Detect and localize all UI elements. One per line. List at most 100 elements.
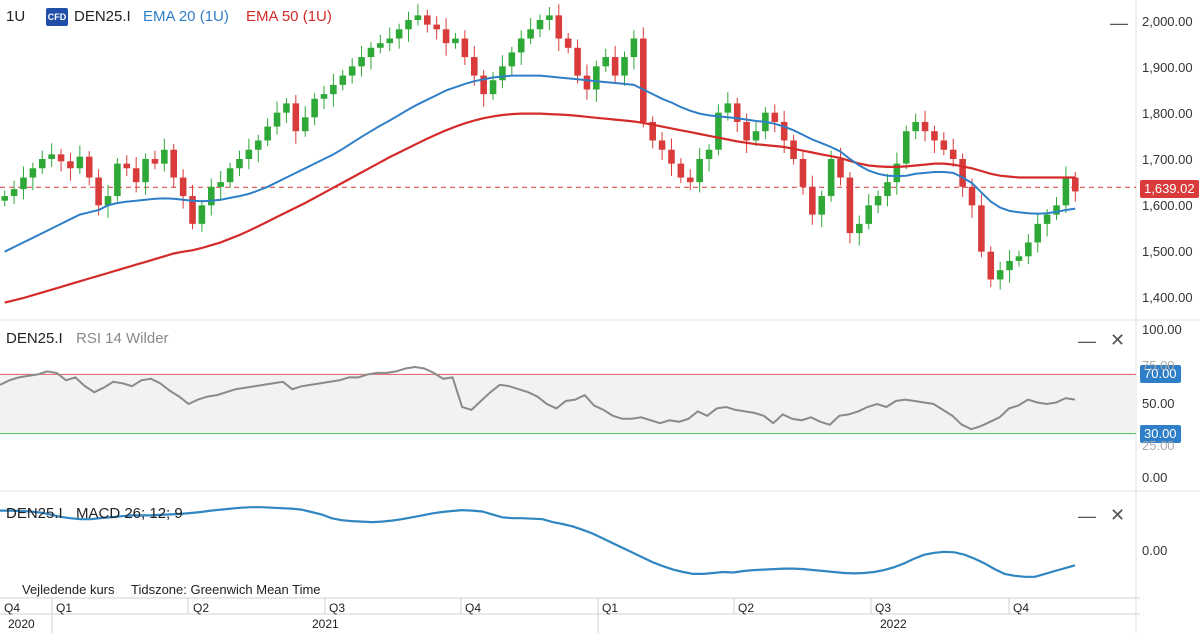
candle-body bbox=[339, 75, 347, 85]
macd-close-icon[interactable]: ✕ bbox=[1110, 505, 1126, 525]
candle-body bbox=[208, 186, 215, 206]
candle-body bbox=[893, 163, 901, 183]
interval-label[interactable]: 1U bbox=[6, 8, 26, 25]
candle-body bbox=[517, 38, 525, 53]
candle-body bbox=[827, 159, 835, 197]
candle-body bbox=[574, 47, 581, 76]
rsi-tick: 0.00 bbox=[1142, 470, 1168, 485]
quarter-label: Q4 bbox=[465, 601, 482, 615]
candle-body bbox=[536, 20, 544, 30]
candle-body bbox=[621, 57, 628, 76]
candle-body bbox=[508, 52, 516, 67]
candle-body bbox=[245, 149, 253, 159]
macd-minimize-icon[interactable]: — bbox=[1078, 506, 1096, 526]
candle-body bbox=[10, 189, 18, 197]
candle-body bbox=[677, 163, 685, 178]
price-tick: 1,400.00 bbox=[1142, 290, 1193, 305]
candle-body bbox=[668, 149, 675, 164]
price-tick: 2,000.00 bbox=[1142, 14, 1193, 29]
candle-body bbox=[630, 38, 638, 58]
price-tick: 1,700.00 bbox=[1142, 152, 1193, 167]
candle-body bbox=[395, 29, 403, 39]
candle-body bbox=[123, 163, 131, 169]
candle-body bbox=[640, 38, 647, 122]
candle-body bbox=[489, 80, 497, 95]
candle-body bbox=[386, 38, 394, 44]
candle-body bbox=[367, 47, 375, 58]
rsi-tick: 25.00 bbox=[1142, 438, 1175, 453]
candle-body bbox=[649, 121, 656, 141]
candle-body bbox=[996, 270, 1004, 280]
rsi-close-icon[interactable]: ✕ bbox=[1110, 330, 1126, 350]
candle-body bbox=[264, 126, 271, 141]
candle-body bbox=[67, 161, 74, 169]
rsi-band bbox=[0, 374, 1136, 434]
candle-body bbox=[865, 205, 872, 224]
candle-body bbox=[959, 159, 966, 187]
rsi-indicator-label[interactable]: RSI 14 Wilder bbox=[76, 330, 169, 347]
candle-body bbox=[85, 156, 93, 178]
candle-body bbox=[499, 66, 506, 81]
candle-body bbox=[1072, 177, 1079, 192]
candle-body bbox=[583, 75, 591, 90]
year-label: 2020 bbox=[8, 617, 35, 631]
candle-body bbox=[1006, 260, 1013, 271]
candle-body bbox=[29, 168, 37, 178]
ema20-legend[interactable]: EMA 20 (1U) bbox=[143, 8, 229, 25]
candle-body bbox=[470, 57, 478, 76]
ema20-line bbox=[4, 74, 1076, 253]
candle-body bbox=[414, 15, 422, 20]
quarter-label: Q4 bbox=[4, 601, 21, 615]
candle-body bbox=[846, 177, 854, 234]
rsi-minimize-icon[interactable]: — bbox=[1078, 331, 1096, 351]
candle-body bbox=[884, 182, 891, 197]
price-tick: 1,500.00 bbox=[1142, 244, 1193, 259]
candle-body bbox=[555, 15, 563, 39]
candle-body bbox=[283, 103, 290, 113]
ema50-line bbox=[4, 112, 1076, 304]
timezone-label[interactable]: Tidszone: Greenwich Mean Time bbox=[131, 582, 321, 597]
rsi-instrument-label[interactable]: DEN25.I bbox=[6, 330, 63, 347]
candle-body bbox=[1053, 205, 1060, 215]
candle-body bbox=[1062, 177, 1070, 206]
candle-body bbox=[433, 24, 440, 30]
candle-body bbox=[377, 43, 384, 48]
macd-indicator-label[interactable]: MACD 26; 12; 9 bbox=[76, 505, 183, 522]
cfd-badge-icon: CFD bbox=[46, 8, 68, 26]
quarter-label: Q1 bbox=[602, 601, 619, 615]
ema50-legend[interactable]: EMA 50 (1U) bbox=[246, 8, 332, 25]
candle-body bbox=[837, 159, 844, 178]
instrument-label[interactable]: DEN25.I bbox=[74, 8, 131, 25]
candle-body bbox=[189, 196, 196, 224]
candle-body bbox=[330, 84, 337, 95]
candle-body bbox=[902, 131, 910, 164]
candle-body bbox=[527, 29, 534, 39]
rsi-lower-level-tag: 30.00 bbox=[1140, 425, 1181, 443]
quarter-label: Q2 bbox=[193, 601, 210, 615]
candle-body bbox=[273, 112, 281, 127]
candle-body bbox=[696, 159, 703, 183]
candle-body bbox=[170, 149, 178, 178]
candle-body bbox=[780, 121, 788, 141]
candle-body bbox=[968, 186, 976, 206]
candle-body bbox=[987, 251, 995, 280]
year-label: 2021 bbox=[312, 617, 339, 631]
macd-instrument-label[interactable]: DEN25.I bbox=[6, 505, 63, 522]
price-tick: 1,900.00 bbox=[1142, 60, 1193, 75]
candle-body bbox=[480, 75, 487, 95]
rsi-tick: 50.00 bbox=[1142, 396, 1175, 411]
candle-body bbox=[57, 154, 65, 162]
candle-body bbox=[217, 182, 224, 187]
candle-body bbox=[940, 140, 948, 150]
candle-body bbox=[733, 103, 741, 122]
quarter-label: Q4 bbox=[1013, 601, 1030, 615]
candle-body bbox=[921, 121, 929, 132]
candle-body bbox=[752, 131, 760, 141]
candle-body bbox=[198, 205, 206, 224]
minimize-icon[interactable]: — bbox=[1110, 13, 1128, 33]
candle-body bbox=[931, 131, 938, 141]
candle-body bbox=[809, 186, 816, 215]
candle-body bbox=[1043, 214, 1051, 224]
candle-body bbox=[348, 66, 356, 76]
